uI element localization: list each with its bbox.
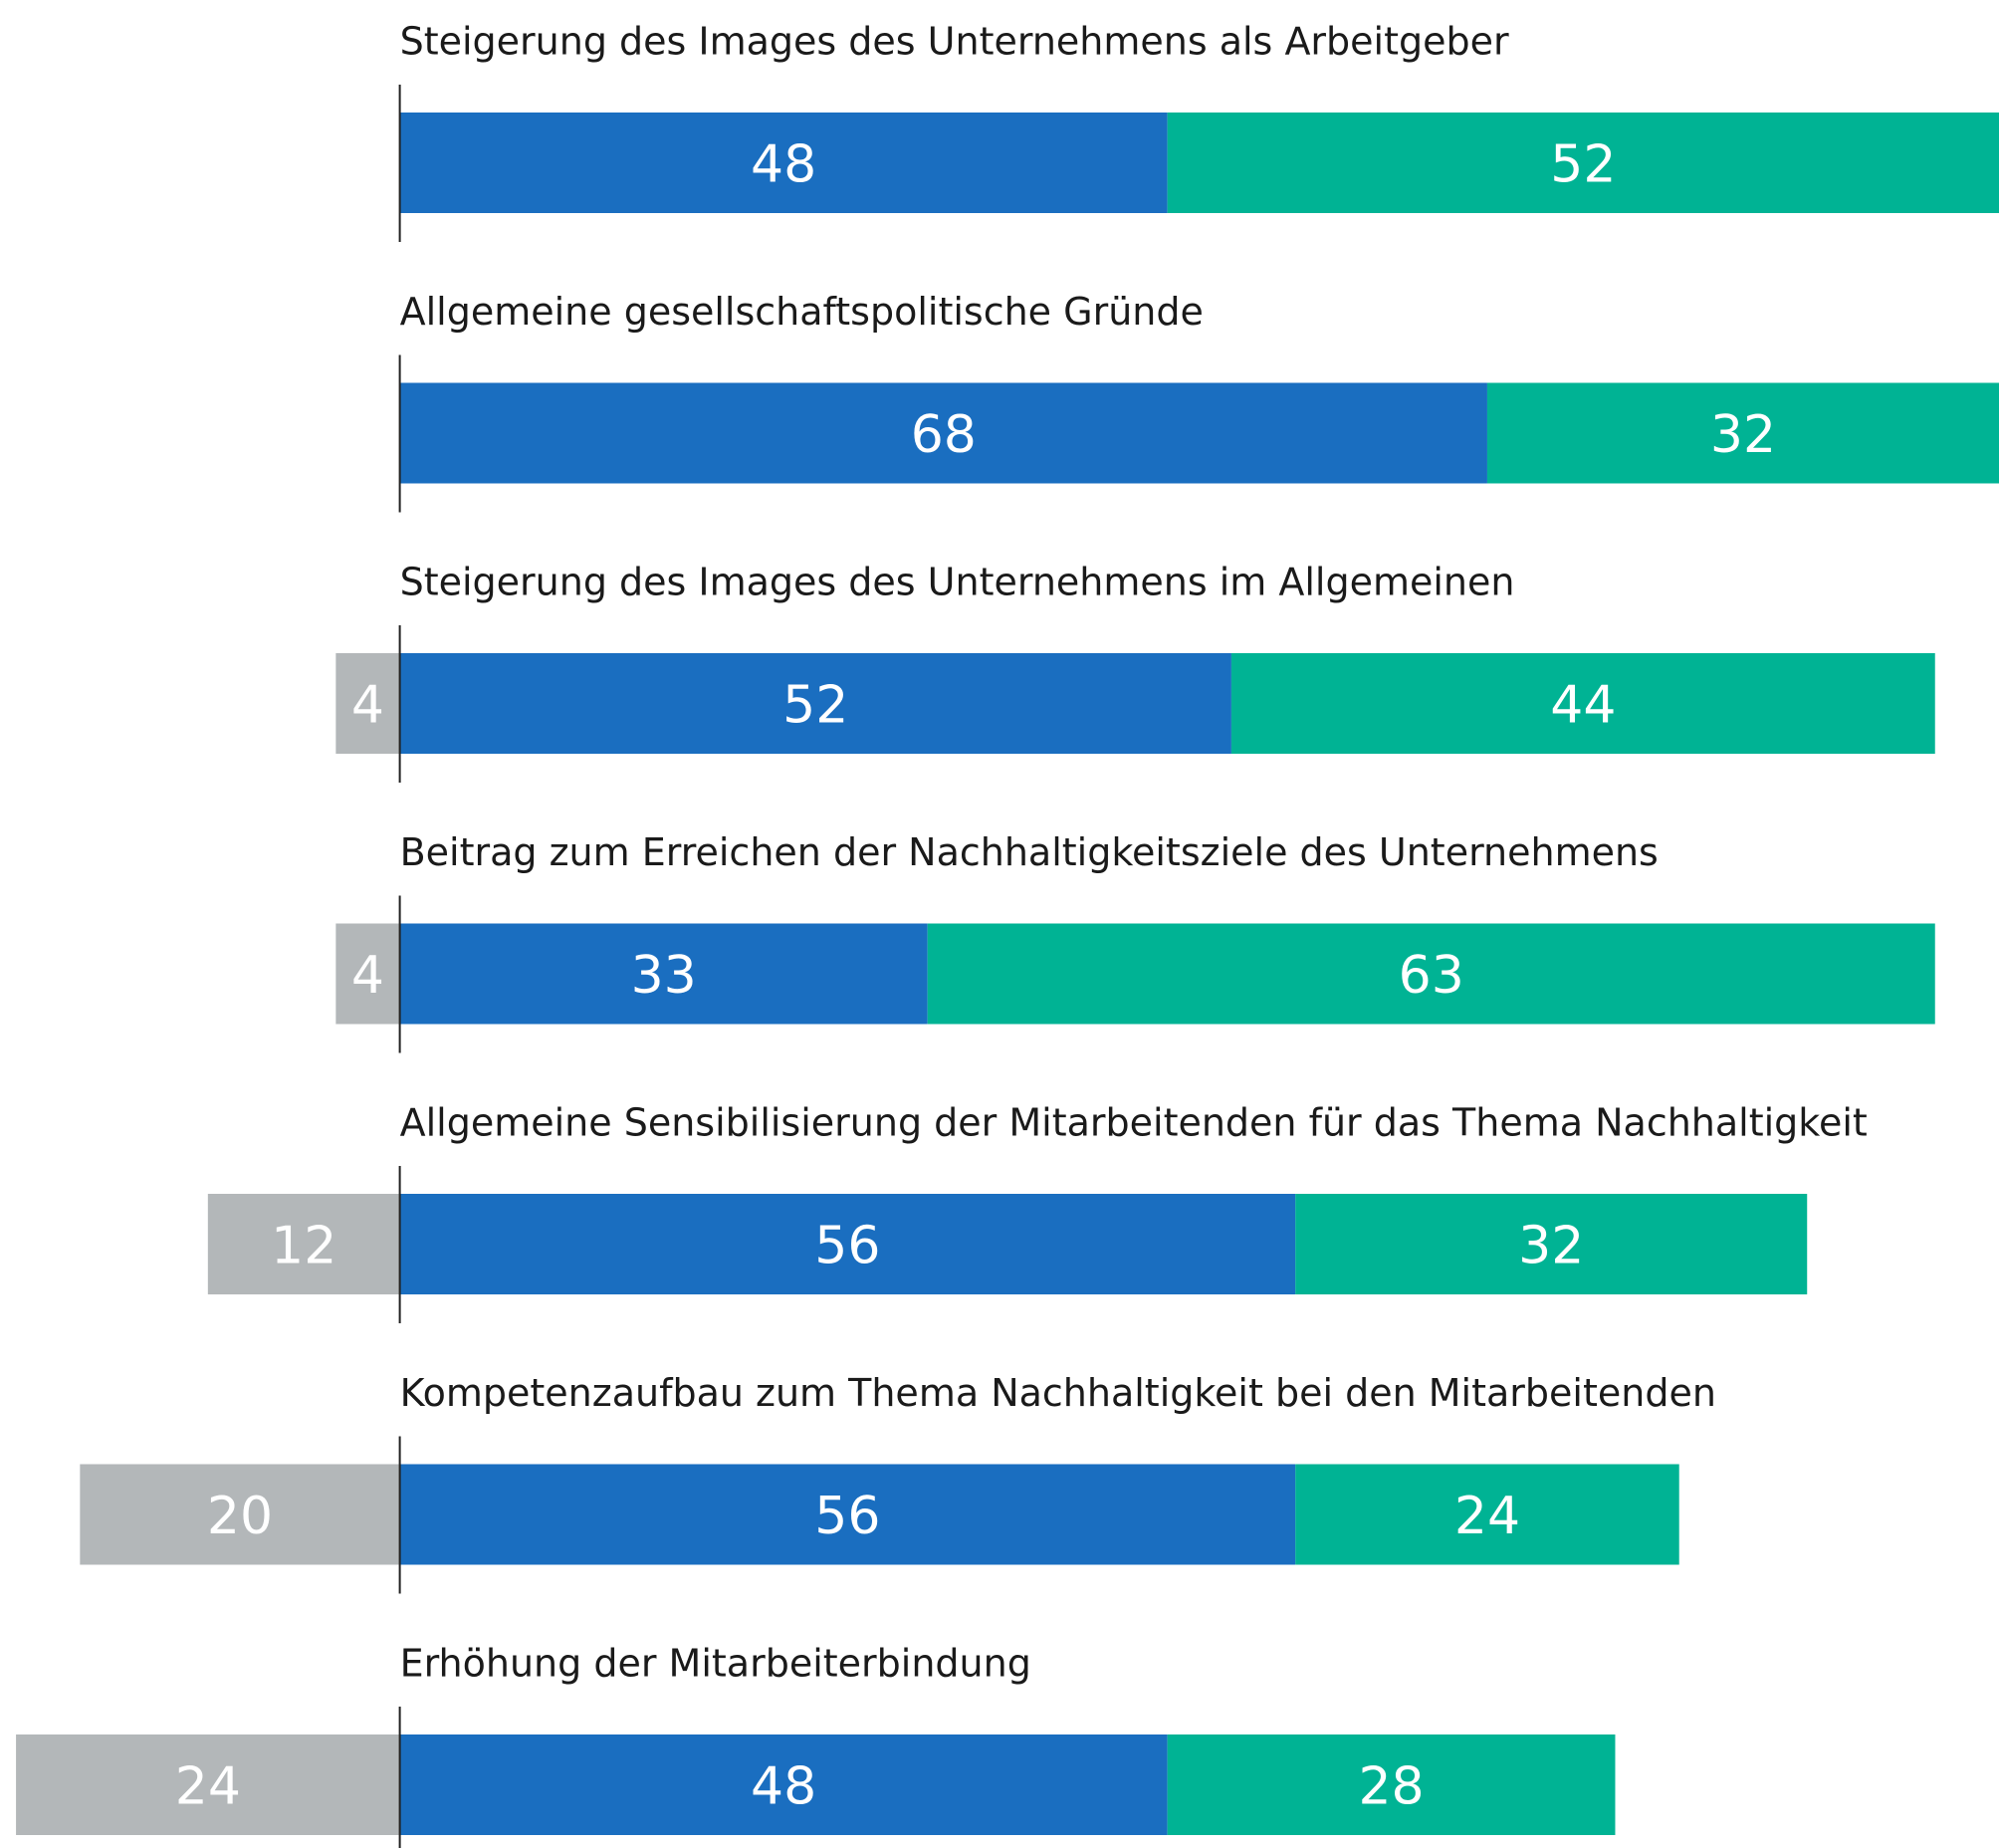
value-label: 12 — [271, 1217, 336, 1276]
bar-segment — [399, 1194, 1296, 1294]
bar-segment — [1230, 653, 1935, 754]
bar-segment — [1295, 1194, 1808, 1294]
value-label: 48 — [751, 135, 816, 195]
value-label: 68 — [911, 405, 977, 465]
bar-segment — [399, 113, 1168, 213]
value-label: 20 — [207, 1487, 273, 1546]
value-label: 44 — [1550, 676, 1616, 736]
bar-segment — [1295, 1464, 1679, 1565]
value-label: 28 — [1358, 1757, 1424, 1817]
value-label: 32 — [1518, 1217, 1584, 1276]
category-label: Kompetenzaufbau zum Thema Nachhaltigkeit… — [400, 1371, 1716, 1415]
bar-segment — [80, 1464, 400, 1565]
bar-segment — [1486, 382, 1999, 484]
value-label: 63 — [1399, 946, 1464, 1006]
bar-segment — [927, 923, 1935, 1025]
bar-segment — [399, 653, 1231, 754]
bar-segment — [335, 923, 400, 1025]
value-label: 33 — [631, 946, 697, 1006]
value-label: 56 — [814, 1487, 880, 1546]
category-label: Allgemeine gesellschaftspolitische Gründ… — [400, 290, 1204, 334]
bar-segment — [207, 1194, 400, 1294]
bar-segment — [335, 653, 400, 754]
value-label: 52 — [1550, 135, 1616, 195]
value-label: 4 — [351, 946, 384, 1006]
bar-segment — [399, 382, 1487, 484]
bar-segment — [1167, 1734, 1616, 1835]
bar-segment — [1167, 113, 1999, 213]
bar-segment — [16, 1734, 400, 1835]
value-label: 24 — [175, 1757, 241, 1817]
category-label: Steigerung des Images des Unternehmens a… — [400, 20, 1509, 64]
bar-segment — [399, 1464, 1296, 1565]
value-label: 52 — [782, 676, 848, 736]
category-label: Beitrag zum Erreichen der Nachhaltigkeit… — [400, 830, 1659, 874]
category-label: Erhöhung der Mitarbeiterbindung — [400, 1642, 1031, 1686]
value-label: 56 — [814, 1217, 880, 1276]
category-label: Allgemeine Sensibilisierung der Mitarbei… — [400, 1101, 1868, 1145]
value-label: 48 — [751, 1757, 816, 1817]
bar-segment — [399, 923, 928, 1025]
value-label: 24 — [1454, 1487, 1520, 1546]
value-label: 32 — [1710, 405, 1776, 465]
bar-segment — [399, 1734, 1168, 1835]
category-label: Steigerung des Images des Unternehmens i… — [400, 561, 1515, 604]
value-label: 4 — [351, 676, 384, 736]
